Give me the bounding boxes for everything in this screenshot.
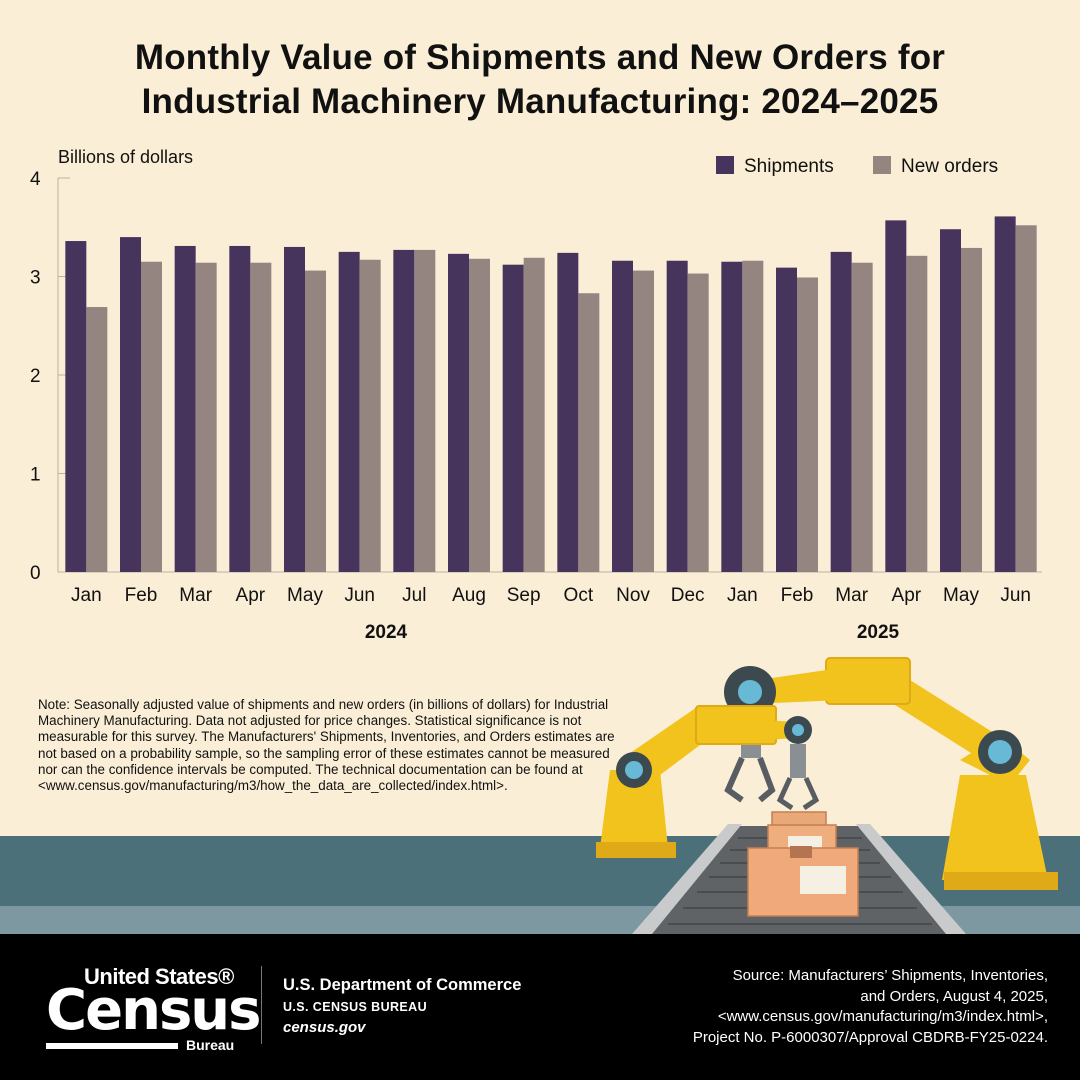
bar-shipments (612, 260, 633, 572)
title-line-1: Monthly Value of Shipments and New Order… (134, 38, 946, 77)
bar-new-orders (359, 259, 381, 572)
bar-shipments (830, 251, 852, 572)
year-group-label: 2025 (857, 622, 900, 643)
boxes (747, 811, 859, 917)
footer: United States® Census Bureau U.S. Depart… (0, 934, 1080, 1080)
bar-new-orders (578, 293, 600, 572)
y-tick-label: 3 (30, 268, 41, 289)
x-tick-label: Sep (507, 585, 541, 606)
bar-new-orders (742, 260, 764, 572)
x-tick-label: Dec (671, 585, 705, 606)
bar-shipments (776, 267, 797, 572)
bar-chart: Billions of dollars 0 1 2 3 4 Jan Feb Mar Apr Ma… (30, 147, 1042, 643)
x-tick-label: May (943, 585, 979, 606)
x-tick-label: Jun (1000, 585, 1031, 606)
bar-shipments (994, 216, 1016, 573)
bar-shipments (721, 261, 743, 572)
x-tick-label: Jan (71, 585, 102, 606)
bar-shipments (284, 246, 305, 572)
bar-shipments (885, 220, 907, 573)
bar-shipments (448, 253, 469, 572)
x-tick-label: Aug (452, 585, 486, 606)
robot-arm-left (596, 705, 820, 858)
bar-shipments (666, 260, 688, 572)
x-tick-label: Oct (564, 585, 594, 606)
bar-shipments (502, 264, 524, 572)
legend-swatch-shipments (716, 156, 734, 174)
website-link[interactable]: census.gov (283, 1019, 366, 1036)
bar-new-orders (414, 249, 436, 572)
bar-new-orders (1015, 225, 1037, 572)
bar-shipments (940, 229, 961, 572)
bar-new-orders (250, 262, 272, 572)
bar-new-orders (86, 307, 108, 572)
chart-note: Note: Seasonally adjusted value of shipm… (38, 697, 615, 794)
bar-new-orders (633, 270, 654, 572)
bar-shipments (393, 249, 415, 572)
bar-new-orders (141, 261, 162, 572)
bar-new-orders (851, 262, 873, 572)
bar-shipments (338, 251, 360, 572)
x-tick-label: Feb (781, 585, 814, 606)
x-tick-label: Jun (344, 585, 375, 606)
x-tick-label: Feb (125, 585, 158, 606)
source-line-4: Project No. P-6000307/Approval CBDRB-FY2… (692, 1028, 1048, 1046)
bar-new-orders (906, 255, 928, 572)
chart-title: Monthly Value of Shipments and New Order… (0, 36, 1080, 124)
source-citation: Source: Manufacturers’ Shipments, Invent… (588, 966, 1048, 1048)
bar-new-orders (687, 273, 709, 572)
source-line-3[interactable]: <www.census.gov/manufacturing/m3/index.h… (717, 1008, 1048, 1025)
factory-illustration (0, 657, 1080, 934)
footer-divider (261, 966, 262, 1044)
x-tick-label: May (287, 585, 323, 606)
y-tick-label: 0 (30, 563, 41, 584)
legend-label-shipments: Shipments (744, 156, 834, 177)
source-line-1: Source: Manufacturers’ Shipments, Invent… (732, 967, 1048, 984)
x-tick-label: Apr (236, 585, 266, 606)
bar-new-orders (523, 257, 545, 572)
bureau-name: U.S. CENSUS BUREAU (283, 1000, 428, 1014)
y-tick-label: 4 (30, 169, 41, 190)
legend: Shipments New orders (716, 156, 998, 177)
legend-label-new-orders: New orders (901, 156, 998, 177)
census-logo[interactable]: United States® Census Bureau (46, 964, 261, 1054)
y-axis-label: Billions of dollars (58, 147, 193, 167)
x-tick-label: Apr (892, 585, 922, 606)
bar-shipments (120, 237, 141, 572)
x-tick-label: Jul (402, 585, 426, 606)
bar-shipments (174, 245, 196, 572)
bar-new-orders (305, 270, 326, 572)
bar-new-orders (469, 258, 490, 572)
x-tick-label: Mar (835, 585, 868, 606)
department-name: U.S. Department of Commerce (283, 976, 522, 994)
legend-swatch-new-orders (873, 156, 891, 174)
y-tick-label: 2 (30, 366, 41, 387)
bar-shipments (557, 252, 579, 573)
bar-new-orders (961, 247, 982, 572)
logo-bureau: Bureau (186, 1037, 235, 1053)
bar-shipments (229, 245, 251, 572)
x-tick-label: Jan (727, 585, 758, 606)
bar-new-orders (195, 262, 217, 572)
robot-arm-right (724, 657, 1058, 890)
bar-new-orders (797, 277, 818, 572)
logo-united-states: United States® (84, 964, 234, 989)
logo-census: Census (46, 978, 261, 1043)
y-tick-label: 1 (30, 465, 41, 486)
department-block: U.S. Department of Commerce U.S. CENSUS … (283, 976, 521, 1036)
title-line-2: Industrial Machinery Manufacturing: 2024… (141, 82, 939, 121)
bar-shipments (65, 241, 87, 573)
x-tick-label: Nov (616, 585, 650, 606)
logo-underline (46, 1043, 178, 1049)
year-group-label: 2024 (365, 622, 408, 643)
source-line-2: and Orders, August 4, 2025, (860, 987, 1048, 1005)
x-tick-label: Mar (179, 585, 212, 606)
